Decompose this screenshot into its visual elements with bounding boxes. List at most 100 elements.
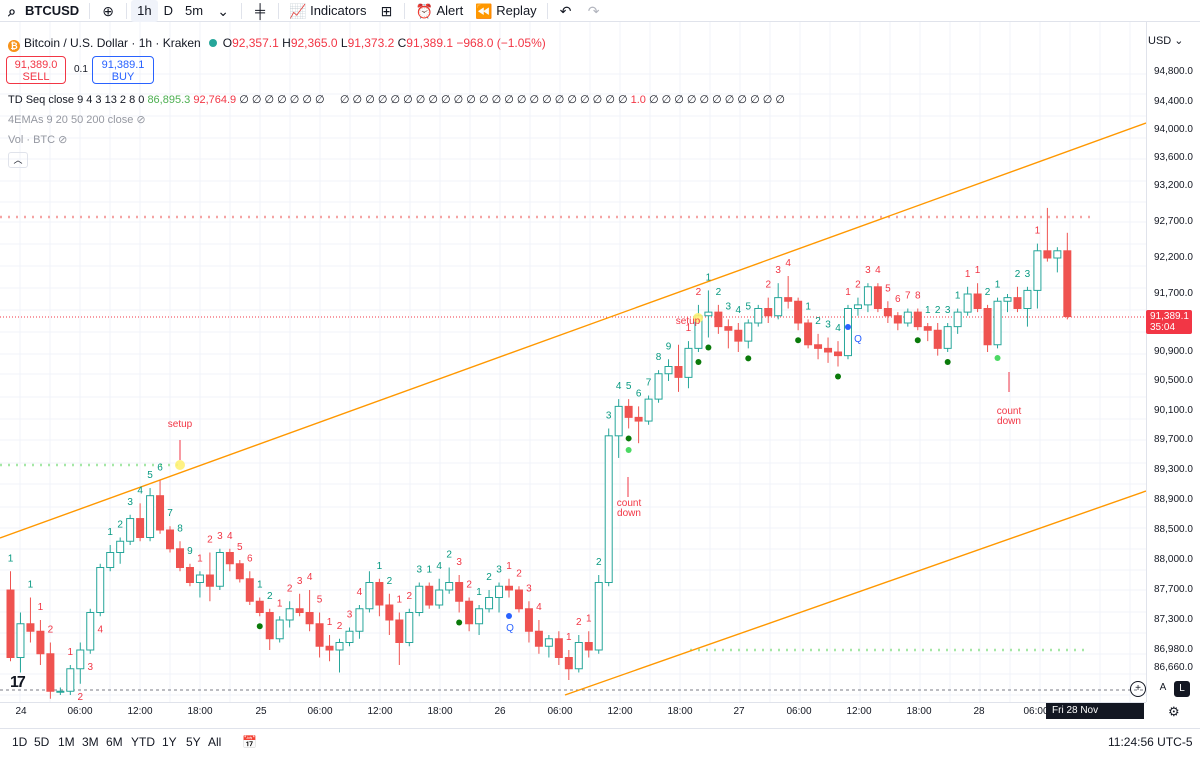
- candle: [335, 638, 344, 673]
- undo-button[interactable]: ↶: [552, 0, 580, 22]
- indicator-empty-values: ∅ ∅ ∅ ∅ ∅ ∅ ∅ ∅ ∅ ∅ ∅: [648, 94, 785, 106]
- candle-body: [784, 297, 793, 302]
- candle-body: [66, 668, 75, 692]
- candle-body: [265, 612, 274, 640]
- session-clock[interactable]: 11:24:56 UTC-5: [1108, 735, 1193, 749]
- setup-highlight: [175, 460, 185, 470]
- interval-1h-button[interactable]: 1h: [131, 0, 158, 22]
- symbol-search-button[interactable]: ⌕ BTCUSD: [0, 0, 85, 22]
- indicator-value: 92,764.9: [193, 94, 237, 106]
- range-button-ytd[interactable]: YTD: [131, 735, 155, 749]
- candle-body: [355, 608, 364, 632]
- open-key: O: [222, 36, 233, 50]
- alert-label: Alert: [436, 3, 464, 18]
- buy-price: 91,389.1: [101, 59, 145, 71]
- collapse-legend-button[interactable]: ︿: [8, 152, 28, 168]
- ema-legend[interactable]: 4EMAs 9 20 50 200 close ⊘: [8, 113, 146, 126]
- templates-button[interactable]: ⊞: [372, 0, 400, 22]
- candle-body: [724, 326, 733, 331]
- range-button-1y[interactable]: 1Y: [162, 735, 177, 749]
- price-scale[interactable]: [1146, 22, 1200, 702]
- candle-body: [245, 578, 254, 602]
- settings-button[interactable]: ⚙: [1168, 704, 1180, 720]
- alert-button[interactable]: ⏰ Alert: [409, 0, 469, 22]
- range-button-5d[interactable]: 5D: [34, 735, 50, 749]
- undo-icon: ↶: [559, 2, 572, 19]
- candle-body: [96, 567, 105, 613]
- candle: [465, 597, 474, 632]
- td-seq-count-label: 2: [855, 280, 861, 291]
- candle: [235, 560, 244, 583]
- time-axis[interactable]: [0, 702, 1146, 722]
- td-seq-count-label: 2: [765, 280, 771, 291]
- td-seq-count-label: 8: [177, 523, 183, 534]
- tradingview-logo[interactable]: 17: [10, 674, 26, 691]
- td-seq-count-label: 1: [277, 598, 283, 609]
- rewind-icon: ⏪: [475, 2, 493, 19]
- replay-button[interactable]: ⏪ Replay: [469, 0, 542, 22]
- candle: [415, 582, 424, 617]
- time-tick-label: 06:00: [307, 706, 333, 717]
- currency-selector[interactable]: USD ⌄: [1148, 34, 1184, 47]
- auto-scale-button[interactable]: A: [1155, 681, 1171, 697]
- chart-type-button[interactable]: ╪: [246, 0, 274, 22]
- candle-body: [644, 398, 653, 422]
- indicator-name: Vol · BTC: [8, 134, 56, 146]
- td-seq-count-label: 9: [187, 546, 193, 557]
- interval-dropdown-button[interactable]: ⌄: [209, 0, 237, 22]
- candle-body: [116, 540, 125, 553]
- td-seq-count-label: 3: [1025, 269, 1031, 280]
- eye-hidden-icon[interactable]: ⊘: [58, 134, 68, 146]
- candle-body: [973, 293, 982, 309]
- range-button-1m[interactable]: 1M: [58, 735, 75, 749]
- td-seq-count-label: 3: [347, 610, 353, 621]
- td-seq-count-label: 3: [865, 265, 871, 276]
- range-button-6m[interactable]: 6M: [106, 735, 123, 749]
- bottom-toolbar: [0, 728, 1200, 756]
- high-value: 92,365.0: [290, 36, 338, 50]
- candle: [604, 428, 613, 587]
- signal-dot: [456, 619, 463, 626]
- candle-body: [734, 329, 743, 342]
- candle: [146, 488, 155, 542]
- range-button-1d[interactable]: 1D: [12, 735, 28, 749]
- candle-body: [126, 518, 135, 542]
- range-button-3m[interactable]: 3M: [82, 735, 99, 749]
- candle: [86, 608, 95, 654]
- interval-d-button[interactable]: D: [158, 0, 179, 22]
- countdown-label: count: [617, 498, 642, 509]
- candle-body: [375, 582, 384, 606]
- signal-dot: [625, 435, 632, 442]
- log-scale-button[interactable]: L: [1174, 681, 1190, 697]
- order-quantity[interactable]: 0.1: [74, 64, 88, 75]
- interval-5m-button[interactable]: 5m: [179, 0, 209, 22]
- td-seq-count-label: 1: [426, 565, 432, 576]
- indicators-button[interactable]: 📈 Indicators: [283, 0, 372, 22]
- candle: [963, 286, 972, 316]
- candle-body: [46, 653, 55, 692]
- redo-button[interactable]: ↷: [580, 0, 608, 22]
- td-seq-count-label: 1: [566, 632, 572, 643]
- td-seq-count-label: 2: [466, 580, 472, 591]
- candle: [973, 283, 982, 313]
- add-button[interactable]: +: [1130, 681, 1146, 697]
- open-value: 92,357.1: [232, 36, 279, 50]
- range-button-all[interactable]: All: [208, 735, 222, 749]
- goto-date-button[interactable]: 📅: [242, 735, 257, 749]
- price-tick-label: 93,600.0: [1154, 152, 1193, 163]
- volume-legend[interactable]: Vol · BTC ⊘: [8, 133, 67, 146]
- price-tick-label: 88,500.0: [1154, 524, 1193, 535]
- td-seq-legend[interactable]: TD Seq close 9 4 3 13 2 8 0 86,895.3 92,…: [8, 93, 785, 106]
- bitcoin-icon: ₿: [8, 40, 20, 52]
- td-seq-count-label: 4: [307, 572, 313, 583]
- candle: [16, 612, 25, 673]
- high-key: H: [282, 36, 291, 50]
- add-symbol-button[interactable]: ⊕: [94, 0, 122, 22]
- range-button-5y[interactable]: 5Y: [186, 735, 201, 749]
- sell-button[interactable]: 91,389.0 SELL: [6, 56, 66, 84]
- eye-hidden-icon[interactable]: ⊘: [136, 114, 146, 126]
- candle: [814, 333, 823, 360]
- candle: [215, 548, 224, 590]
- buy-button[interactable]: 91,389.1 BUY: [92, 56, 154, 84]
